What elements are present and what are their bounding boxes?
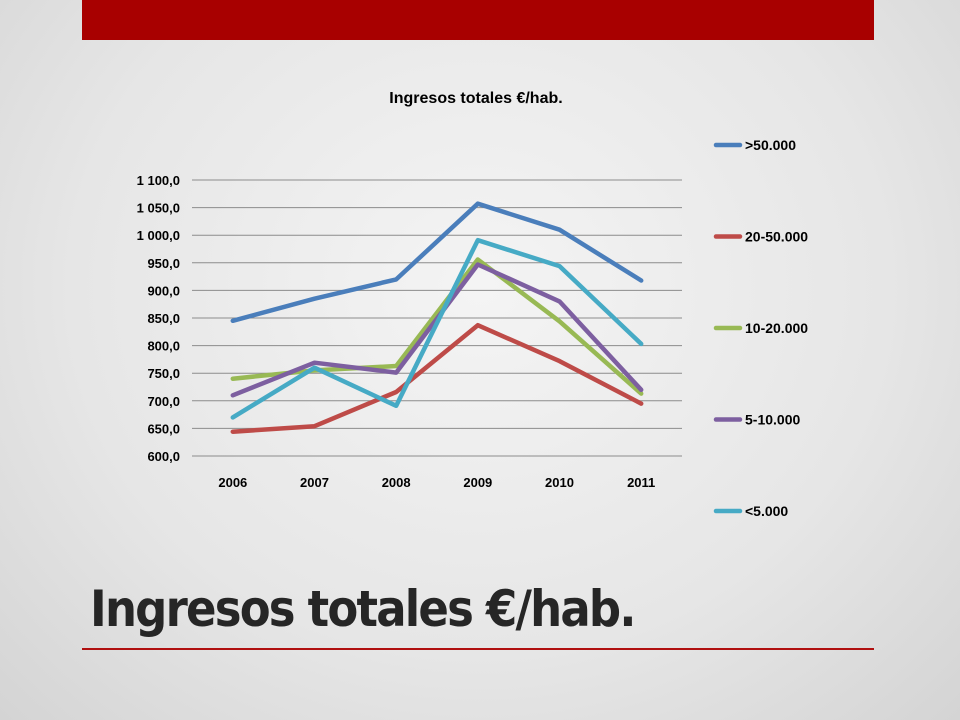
y-tick-label: 600,0 (147, 449, 180, 464)
y-tick-label: 900,0 (147, 283, 180, 298)
x-tick-label: 2010 (545, 475, 574, 490)
x-axis-ticks: 2006 2007 2008 2009 2010 2011 (218, 475, 655, 490)
y-tick-label: 650,0 (147, 421, 180, 436)
y-tick-label: 750,0 (147, 366, 180, 381)
chart-title: Ingresos totales €/hab. (389, 90, 562, 107)
x-tick-label: 2009 (463, 475, 492, 490)
y-tick-label: 700,0 (147, 394, 180, 409)
x-tick-label: 2007 (300, 475, 329, 490)
legend-label: 5-10.000 (745, 412, 800, 428)
y-tick-label: 800,0 (147, 339, 180, 354)
legend-label: <5.000 (745, 503, 788, 519)
x-tick-label: 2008 (382, 475, 411, 490)
y-tick-label: 850,0 (147, 311, 180, 326)
bottom-divider (82, 648, 874, 650)
slide-title: Ingresos totales €/hab. (90, 580, 636, 638)
y-tick-label: 1 050,0 (137, 201, 180, 216)
series-lines (230, 201, 644, 434)
x-tick-label: 2011 (627, 475, 655, 490)
series-line (230, 257, 644, 396)
series-line (230, 322, 644, 434)
y-tick-label: 1 000,0 (137, 228, 180, 243)
y-axis-ticks: 600,0 650,0 700,0 750,0 800,0 850,0 900,0 950,0… (137, 173, 180, 464)
series-line (230, 237, 644, 420)
legend-label: 20-50.000 (745, 229, 808, 245)
x-tick-label: 2006 (218, 475, 247, 490)
y-tick-label: 950,0 (147, 256, 180, 271)
top-accent-bar (82, 0, 874, 40)
legend-label: 10-20.000 (745, 320, 808, 336)
series-line (230, 201, 644, 324)
legend: >50.000 20-50.000 10-20.000 5-10.000 <5.000 (713, 137, 808, 519)
y-tick-label: 1 100,0 (137, 173, 180, 188)
legend-label: >50.000 (745, 137, 796, 153)
